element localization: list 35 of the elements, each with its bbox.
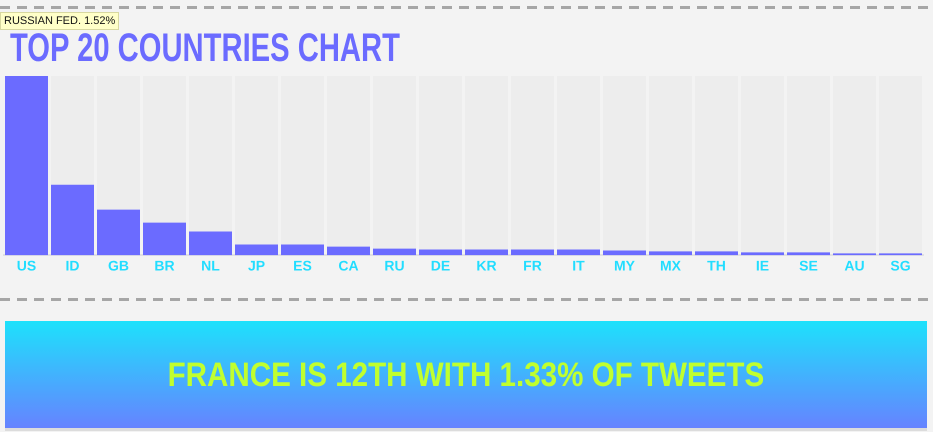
- x-tick-label: ES: [293, 257, 312, 274]
- x-tick-label: RU: [384, 257, 405, 274]
- bar: [373, 248, 416, 256]
- x-tick-label: MY: [614, 257, 636, 274]
- bar: [511, 249, 554, 256]
- bar: [235, 244, 278, 256]
- bar: [281, 244, 324, 256]
- x-tick-label: MX: [660, 257, 682, 274]
- x-tick-label: AU: [844, 257, 865, 274]
- bar: [603, 250, 646, 256]
- x-tick-label: KR: [476, 257, 497, 274]
- x-tick-label: JP: [248, 257, 266, 274]
- x-tick-label: DE: [430, 257, 450, 274]
- bar: [143, 222, 186, 256]
- x-tick-label: CA: [338, 257, 359, 274]
- text: RUSSIAN FED. 1.52%: [0, 12, 120, 30]
- bar: [695, 251, 738, 256]
- x-tick-label: FR: [523, 257, 542, 274]
- x-tick-label: ID: [66, 257, 80, 274]
- bar: [419, 249, 462, 256]
- x-tick-label: IE: [756, 257, 770, 274]
- x-tick-label: BR: [154, 257, 175, 274]
- x-tick-label: IT: [572, 257, 586, 274]
- x-tick-label: SG: [890, 257, 911, 274]
- x-tick-label: TH: [707, 257, 726, 274]
- x-tick-label: US: [16, 257, 36, 274]
- bar: [327, 246, 370, 256]
- x-tick-label: SE: [799, 257, 818, 274]
- bar: [649, 251, 692, 256]
- bar: [557, 249, 600, 256]
- bar: [189, 232, 232, 256]
- bar: [465, 249, 508, 256]
- x-tick-label: GB: [108, 257, 129, 274]
- x-tick-label: NL: [201, 257, 220, 274]
- gradient-banner: FRANCE IS 12TH WITH 1.33% OF TWEETS: [5, 321, 927, 428]
